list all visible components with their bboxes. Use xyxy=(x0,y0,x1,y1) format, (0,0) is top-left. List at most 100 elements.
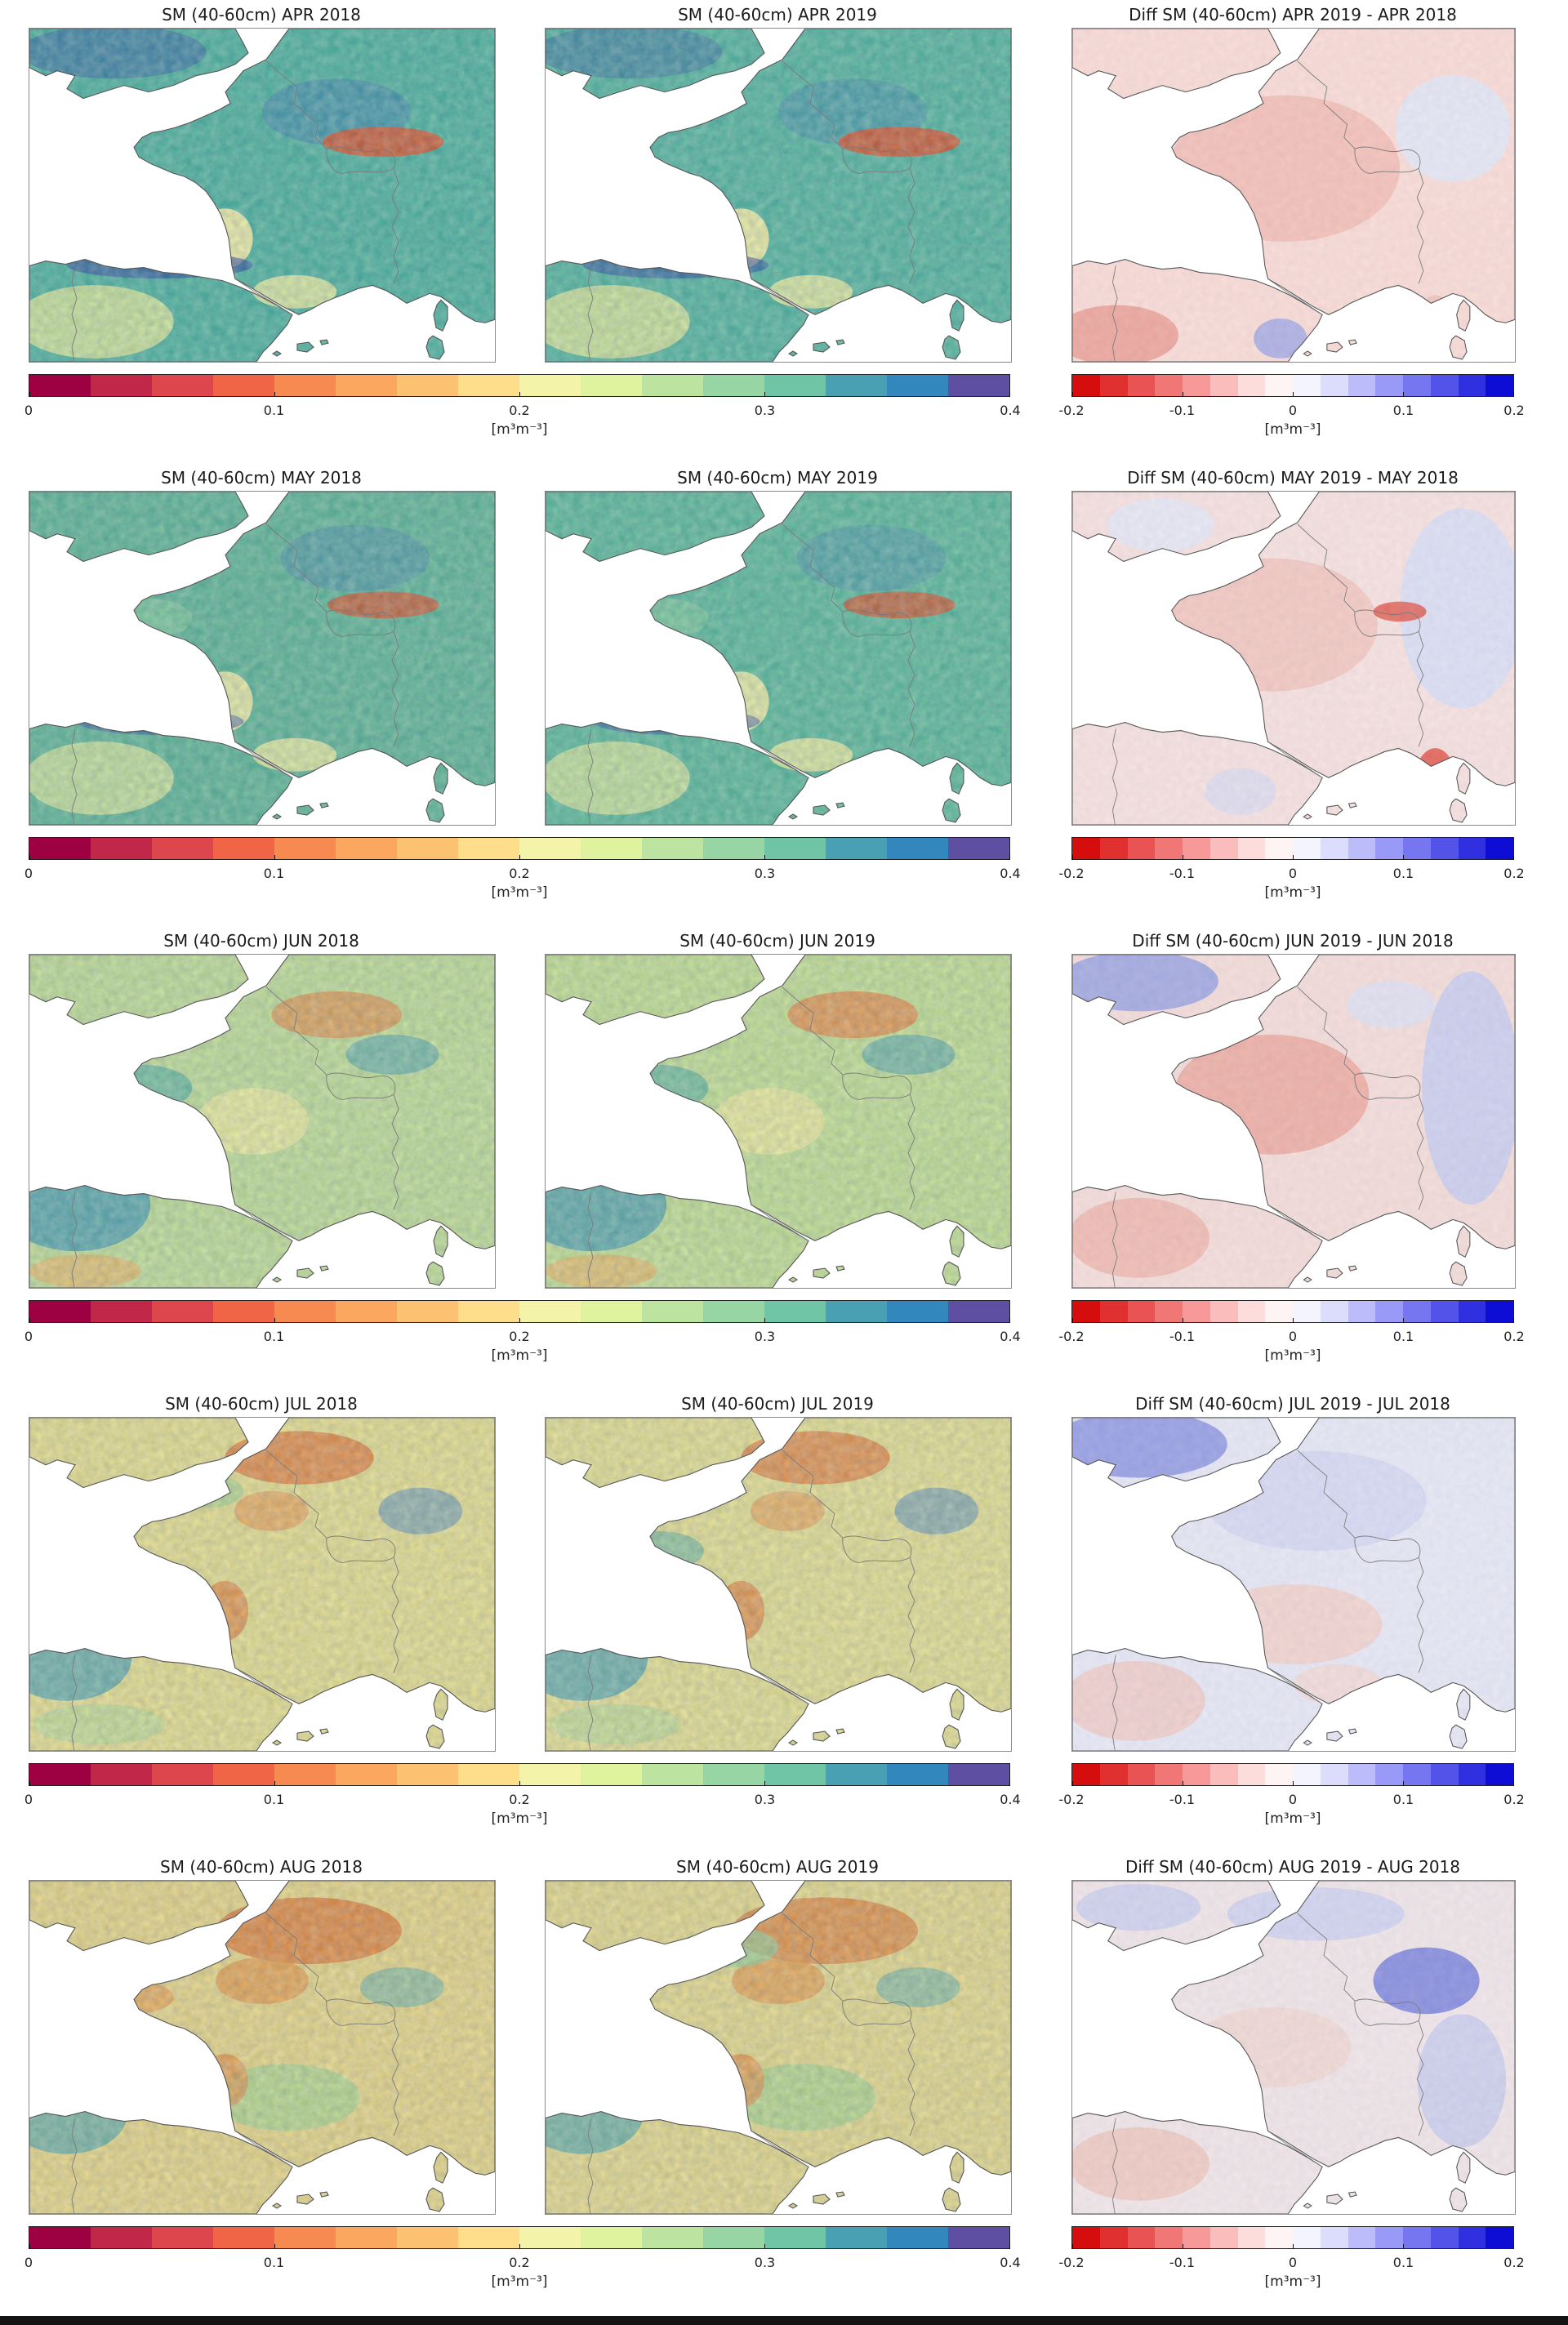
soil-moisture-diff-map xyxy=(1071,1417,1516,1752)
soil-moisture-map xyxy=(545,1417,1012,1752)
colorbar-tick: 0.4 xyxy=(1000,866,1021,881)
colorbar-unit-label: [m³m⁻³] xyxy=(491,1347,548,1364)
colorbar-tick: 0 xyxy=(1288,2255,1298,2270)
colorbar-tick: 0.2 xyxy=(1503,403,1525,418)
map-panels: SM (40-60cm) MAY 2018 SM (40-60cm) MAY 2… xyxy=(29,466,1568,826)
colorbar-tick: -0.2 xyxy=(1058,1792,1085,1807)
colorbar-unit-label: [m³m⁻³] xyxy=(491,421,548,438)
figure-row: SM (40-60cm) AUG 2018 SM (40-60cm) AUG 2… xyxy=(0,1855,1568,2318)
colorbar-row: 0 0.1 0.2 0.3 0.4 [m³m⁻³] -0.2 -0.1 0 0.1 0.2 [m… xyxy=(0,837,1568,915)
colorbar-tick: 0.2 xyxy=(509,1329,530,1344)
colorbar-unit-label: [m³m⁻³] xyxy=(1264,2274,1321,2290)
colorbar-tick: 0.4 xyxy=(1000,1329,1021,1344)
colorbar-gradient xyxy=(1071,374,1514,397)
colorbar-tick: 0.1 xyxy=(1392,1329,1414,1344)
diff-colorbar: -0.2 -0.1 0 0.1 0.2 [m³m⁻³] xyxy=(1058,1763,1525,1827)
diff-colorbar: -0.2 -0.1 0 0.1 0.2 [m³m⁻³] xyxy=(1058,837,1525,901)
colorbar-unit-label: [m³m⁻³] xyxy=(1264,421,1321,438)
colorbar-gradient xyxy=(29,1763,1010,1786)
colorbar-row: 0 0.1 0.2 0.3 0.4 [m³m⁻³] -0.2 -0.1 0 0.1 0.2 [m… xyxy=(0,1300,1568,1379)
panel-title: SM (40-60cm) JUN 2018 xyxy=(163,931,359,951)
colorbar-tick-labels: -0.2 -0.1 0 0.1 0.2 xyxy=(1058,403,1524,419)
colorbar-tick-labels: 0 0.1 0.2 0.3 0.4 xyxy=(24,403,1021,419)
colorbar-tick: 0.3 xyxy=(754,403,776,418)
colorbar-tick: -0.1 xyxy=(1169,2255,1196,2270)
colorbar-tick: 0.1 xyxy=(263,866,285,881)
panel-jul-diff: Diff SM (40-60cm) JUL 2019 - JUL 2018 xyxy=(1071,1392,1516,1752)
colorbar-row: 0 0.1 0.2 0.3 0.4 [m³m⁻³] -0.2 -0.1 0 0.1 0.2 [m… xyxy=(0,2226,1568,2305)
colorbar-unit-label: [m³m⁻³] xyxy=(1264,1811,1321,1827)
colorbar-tick: 0.2 xyxy=(1503,1792,1525,1807)
panel-aug-diff: Diff SM (40-60cm) AUG 2019 - AUG 2018 xyxy=(1071,1855,1516,2215)
colorbar-tick-labels: 0 0.1 0.2 0.3 0.4 xyxy=(24,1329,1021,1345)
soil-moisture-map xyxy=(545,1880,1012,2215)
colorbar-tick: -0.2 xyxy=(1058,1329,1085,1344)
sm-colorbar: 0 0.1 0.2 0.3 0.4 [m³m⁻³] xyxy=(24,1763,1021,1827)
colorbar-unit-label: [m³m⁻³] xyxy=(1264,884,1321,901)
colorbar-tick: 0 xyxy=(1288,866,1298,881)
panel-jul-sm_2018: SM (40-60cm) JUL 2018 xyxy=(29,1392,496,1752)
soil-moisture-diff-map xyxy=(1071,28,1516,363)
map-panels: SM (40-60cm) AUG 2018 SM (40-60cm) AUG 2… xyxy=(29,1855,1568,2215)
panel-title: Diff SM (40-60cm) APR 2019 - APR 2018 xyxy=(1129,5,1457,24)
figure-row: SM (40-60cm) MAY 2018 SM (40-60cm) MAY 2… xyxy=(0,466,1568,929)
panel-jun-sm_2019: SM (40-60cm) JUN 2019 xyxy=(545,929,1012,1289)
colorbar-tick: 0 xyxy=(24,866,33,881)
panel-title: Diff SM (40-60cm) AUG 2019 - AUG 2018 xyxy=(1125,1857,1461,1877)
sm-colorbar: 0 0.1 0.2 0.3 0.4 [m³m⁻³] xyxy=(24,837,1021,901)
panel-apr-diff: Diff SM (40-60cm) APR 2019 - APR 2018 xyxy=(1071,3,1516,363)
colorbar-gradient xyxy=(1071,2226,1514,2249)
colorbar-tick-labels: -0.2 -0.1 0 0.1 0.2 xyxy=(1058,1792,1524,1808)
colorbar-tick: -0.2 xyxy=(1058,403,1085,418)
panel-jun-diff: Diff SM (40-60cm) JUN 2019 - JUN 2018 xyxy=(1071,929,1516,1289)
colorbar-row: 0 0.1 0.2 0.3 0.4 [m³m⁻³] -0.2 -0.1 0 0.1 0.2 [m… xyxy=(0,374,1568,452)
panel-title: Diff SM (40-60cm) JUL 2019 - JUL 2018 xyxy=(1135,1394,1450,1414)
colorbar-tick: 0 xyxy=(1288,1792,1298,1807)
colorbar-gradient xyxy=(29,374,1010,397)
soil-moisture-map xyxy=(29,1880,496,2215)
colorbar-tick-labels: 0 0.1 0.2 0.3 0.4 xyxy=(24,1792,1021,1808)
panel-title: SM (40-60cm) MAY 2018 xyxy=(161,468,362,488)
panel-aug-sm_2018: SM (40-60cm) AUG 2018 xyxy=(29,1855,496,2215)
colorbar-tick: -0.1 xyxy=(1169,866,1196,881)
colorbar-gradient xyxy=(1071,1300,1514,1323)
soil-moisture-map xyxy=(29,491,496,826)
panel-jul-sm_2019: SM (40-60cm) JUL 2019 xyxy=(545,1392,1012,1752)
colorbar-tick: 0.2 xyxy=(509,403,530,418)
panel-title: SM (40-60cm) JUL 2018 xyxy=(165,1394,358,1414)
colorbar-tick: 0.2 xyxy=(509,1792,530,1807)
colorbar-tick: 0.3 xyxy=(754,866,776,881)
figure-rows: SM (40-60cm) APR 2018 SM (40-60cm) APR 2… xyxy=(0,3,1568,2318)
colorbar-tick: 0.1 xyxy=(263,1792,285,1807)
colorbar-gradient xyxy=(29,1300,1010,1323)
colorbar-gradient xyxy=(29,837,1010,860)
panel-apr-sm_2018: SM (40-60cm) APR 2018 xyxy=(29,3,496,363)
soil-moisture-map xyxy=(29,954,496,1289)
colorbar-tick: 0 xyxy=(24,1329,33,1344)
colorbar-tick: -0.2 xyxy=(1058,866,1085,881)
colorbar-tick: 0 xyxy=(24,403,33,418)
sm-colorbar: 0 0.1 0.2 0.3 0.4 [m³m⁻³] xyxy=(24,1300,1021,1364)
panel-title: SM (40-60cm) APR 2018 xyxy=(162,5,361,24)
diff-colorbar: -0.2 -0.1 0 0.1 0.2 [m³m⁻³] xyxy=(1058,1300,1525,1364)
panel-apr-sm_2019: SM (40-60cm) APR 2019 xyxy=(545,3,1012,363)
panel-title: SM (40-60cm) JUN 2019 xyxy=(679,931,875,951)
colorbar-unit-label: [m³m⁻³] xyxy=(1264,1347,1321,1364)
colorbar-tick-labels: -0.2 -0.1 0 0.1 0.2 xyxy=(1058,2255,1524,2271)
sm-colorbar: 0 0.1 0.2 0.3 0.4 [m³m⁻³] xyxy=(24,2226,1021,2290)
soil-moisture-map xyxy=(545,28,1012,363)
panel-title: Diff SM (40-60cm) JUN 2019 - JUN 2018 xyxy=(1132,931,1454,951)
colorbar-tick: 0.2 xyxy=(1503,866,1525,881)
diff-colorbar: -0.2 -0.1 0 0.1 0.2 [m³m⁻³] xyxy=(1058,2226,1525,2290)
soil-moisture-diff-map xyxy=(1071,491,1516,826)
colorbar-tick: 0.3 xyxy=(754,1329,776,1344)
panel-title: SM (40-60cm) JUL 2019 xyxy=(681,1394,874,1414)
colorbar-gradient xyxy=(1071,1763,1514,1786)
colorbar-tick: 0.2 xyxy=(1503,1329,1525,1344)
colorbar-tick: 0 xyxy=(24,2255,33,2270)
colorbar-tick-labels: 0 0.1 0.2 0.3 0.4 xyxy=(24,866,1021,882)
panel-title: SM (40-60cm) APR 2019 xyxy=(678,5,877,24)
colorbar-tick: 0.1 xyxy=(1392,1792,1414,1807)
colorbar-unit-label: [m³m⁻³] xyxy=(491,1811,548,1827)
